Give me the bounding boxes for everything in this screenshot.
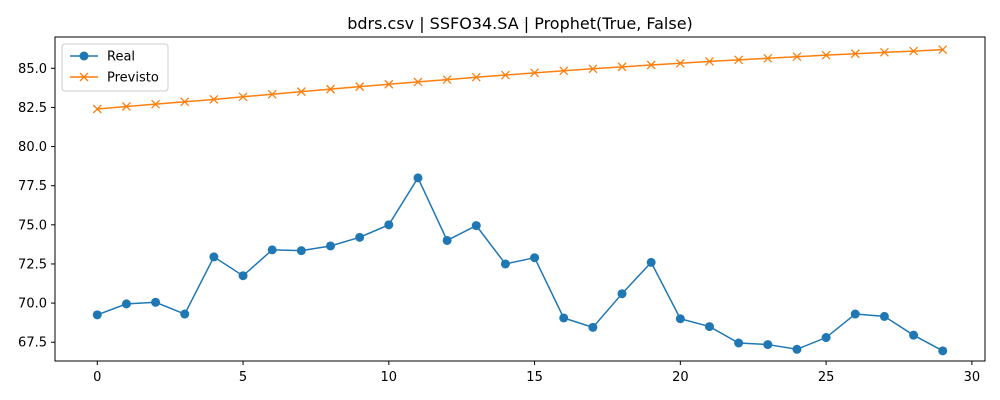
data-point <box>705 56 714 66</box>
legend-label: Previsto <box>107 71 159 86</box>
y-tick-label: 67.5 <box>18 336 47 351</box>
data-point <box>500 70 510 80</box>
data-point <box>180 309 190 319</box>
data-point <box>938 346 948 356</box>
data-point <box>734 338 744 348</box>
x-tick-label: 10 <box>381 370 398 385</box>
data-point <box>588 64 598 74</box>
data-point <box>675 314 685 324</box>
data-point <box>500 259 510 269</box>
data-point <box>617 62 627 72</box>
plot-frame <box>54 36 986 362</box>
x-tick-label: 25 <box>818 370 835 385</box>
data-point <box>442 235 452 245</box>
data-point <box>821 50 831 60</box>
x-axis: 0 5 10 15 20 25 30 <box>93 361 980 385</box>
data-point <box>850 49 860 59</box>
data-point <box>559 66 569 76</box>
data-point <box>326 84 335 94</box>
data-point <box>675 58 685 68</box>
data-point <box>151 297 161 307</box>
x-tick-label: 20 <box>672 370 689 385</box>
data-point <box>238 271 248 281</box>
series-layer <box>92 45 948 356</box>
data-point <box>792 52 802 62</box>
data-point <box>879 47 889 57</box>
x-tick-label: 5 <box>239 370 247 385</box>
legend-label: Real <box>107 50 135 65</box>
series-real <box>92 173 948 356</box>
legend: Real Previsto <box>61 43 169 92</box>
x-tick-label: 15 <box>526 370 543 385</box>
data-point <box>879 311 889 321</box>
data-point <box>355 232 365 242</box>
y-tick-label: 80.0 <box>18 140 47 155</box>
legend-item-previsto: Previsto <box>70 71 159 86</box>
series-line-real <box>97 176 944 352</box>
y-tick-label: 77.5 <box>18 179 47 194</box>
y-tick-label: 70.0 <box>18 297 47 312</box>
data-point <box>530 68 540 78</box>
data-point <box>296 87 306 97</box>
x-tick-label: 0 <box>93 370 101 385</box>
data-point <box>763 340 773 350</box>
data-point <box>121 299 131 309</box>
data-point <box>734 55 744 65</box>
x-tick-label: 30 <box>964 370 981 385</box>
data-point <box>209 94 219 104</box>
y-tick-label: 85.0 <box>18 62 47 77</box>
data-point <box>413 173 423 183</box>
data-point <box>763 53 773 63</box>
data-point <box>355 82 365 92</box>
y-tick-label: 82.5 <box>18 101 47 116</box>
data-point <box>471 72 481 82</box>
data-point <box>909 330 919 340</box>
data-point <box>617 289 627 299</box>
data-point <box>384 220 394 230</box>
legend-marker <box>79 51 89 61</box>
y-tick-label: 72.5 <box>18 257 47 272</box>
data-point <box>180 97 190 107</box>
data-point <box>326 241 336 251</box>
series-previsto <box>92 45 948 114</box>
data-point <box>821 333 831 343</box>
data-point <box>909 46 919 56</box>
data-point <box>442 75 452 85</box>
data-point <box>92 310 102 320</box>
data-point <box>267 245 277 255</box>
data-point <box>530 253 540 263</box>
legend-item-real: Real <box>70 50 135 65</box>
data-point <box>704 322 714 332</box>
data-point <box>121 102 131 111</box>
data-point <box>792 344 802 354</box>
data-point <box>92 104 102 114</box>
data-point <box>471 221 481 231</box>
chart-title: bdrs.csv | SSFO34.SA | Prophet(True, Fal… <box>347 14 693 33</box>
series-line-previsto <box>97 48 943 110</box>
data-point <box>646 257 656 267</box>
data-point <box>296 246 306 256</box>
y-tick-label: 75.0 <box>18 218 47 233</box>
data-point <box>209 252 219 262</box>
data-point <box>238 92 248 102</box>
data-point <box>850 309 860 319</box>
data-point <box>938 45 948 55</box>
data-point <box>384 79 394 89</box>
data-point <box>559 313 569 323</box>
data-point <box>151 99 161 109</box>
data-point <box>267 89 277 99</box>
data-point <box>646 60 656 70</box>
data-point <box>413 77 423 87</box>
data-point <box>588 322 598 332</box>
y-axis: 67.5 70.0 72.5 75.0 77.5 80.0 82.5 85.0 <box>18 62 55 351</box>
legend-marker <box>79 72 89 82</box>
